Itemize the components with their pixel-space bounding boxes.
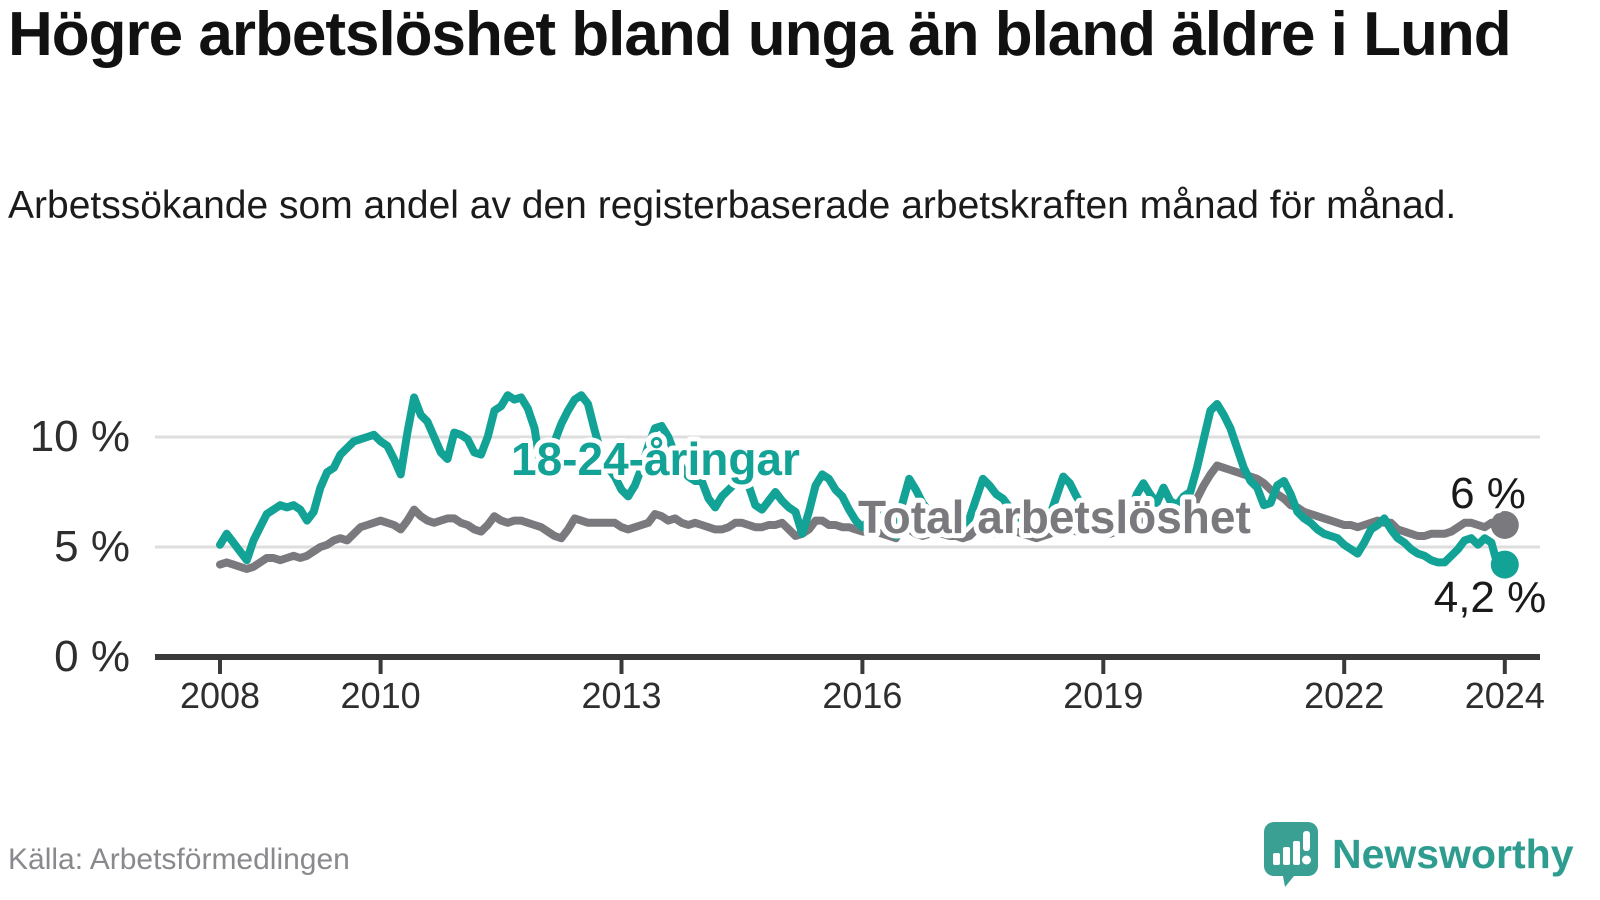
annotation-total-label: Total arbetslöshet	[858, 491, 1251, 543]
logo-wordmark: Newsworthy	[1332, 830, 1574, 877]
y-tick-label-0: 0 %	[54, 632, 130, 681]
page-title: Högre arbetslöshet bland unga än bland ä…	[8, 0, 1512, 69]
x-tick-label-2008: 2008	[180, 675, 260, 716]
line-chart: 18-24-åringar Total arbetslöshet 6 % 4,2 % 2…	[30, 391, 1551, 716]
y-tick-label-10: 10 %	[30, 412, 130, 461]
series-end-dot-youth	[1490, 550, 1519, 579]
series-line-youth	[216, 391, 1509, 571]
newsworthy-speech-bubble-bar-chart-icon	[1264, 822, 1318, 887]
x-tick-label-2013: 2013	[581, 675, 661, 716]
y-tick-label-5: 5 %	[54, 522, 130, 571]
annotation-total-end-value: 6 %	[1450, 469, 1526, 518]
newsworthy-logo: Newsworthy	[1262, 820, 1574, 888]
x-tick-label-2010: 2010	[341, 675, 421, 716]
annotation-youth-end-value: 4,2 %	[1434, 573, 1547, 622]
source-note: Källa: Arbetsförmedlingen	[8, 843, 350, 876]
annotation-youth-label: 18-24-åringar	[511, 433, 800, 485]
series-end-dot-total	[1490, 511, 1519, 539]
x-tick-label-2016: 2016	[822, 675, 902, 716]
page-subtitle: Arbetssökande som andel av den registerb…	[8, 184, 1457, 227]
chart-area: 18-24-åringar Total arbetslöshet 6 % 4,2 % 2…	[0, 360, 1600, 730]
x-tick-label-2022: 2022	[1304, 675, 1384, 716]
x-tick-label-2019: 2019	[1063, 675, 1143, 716]
x-tick-label-2024: 2024	[1465, 675, 1545, 716]
